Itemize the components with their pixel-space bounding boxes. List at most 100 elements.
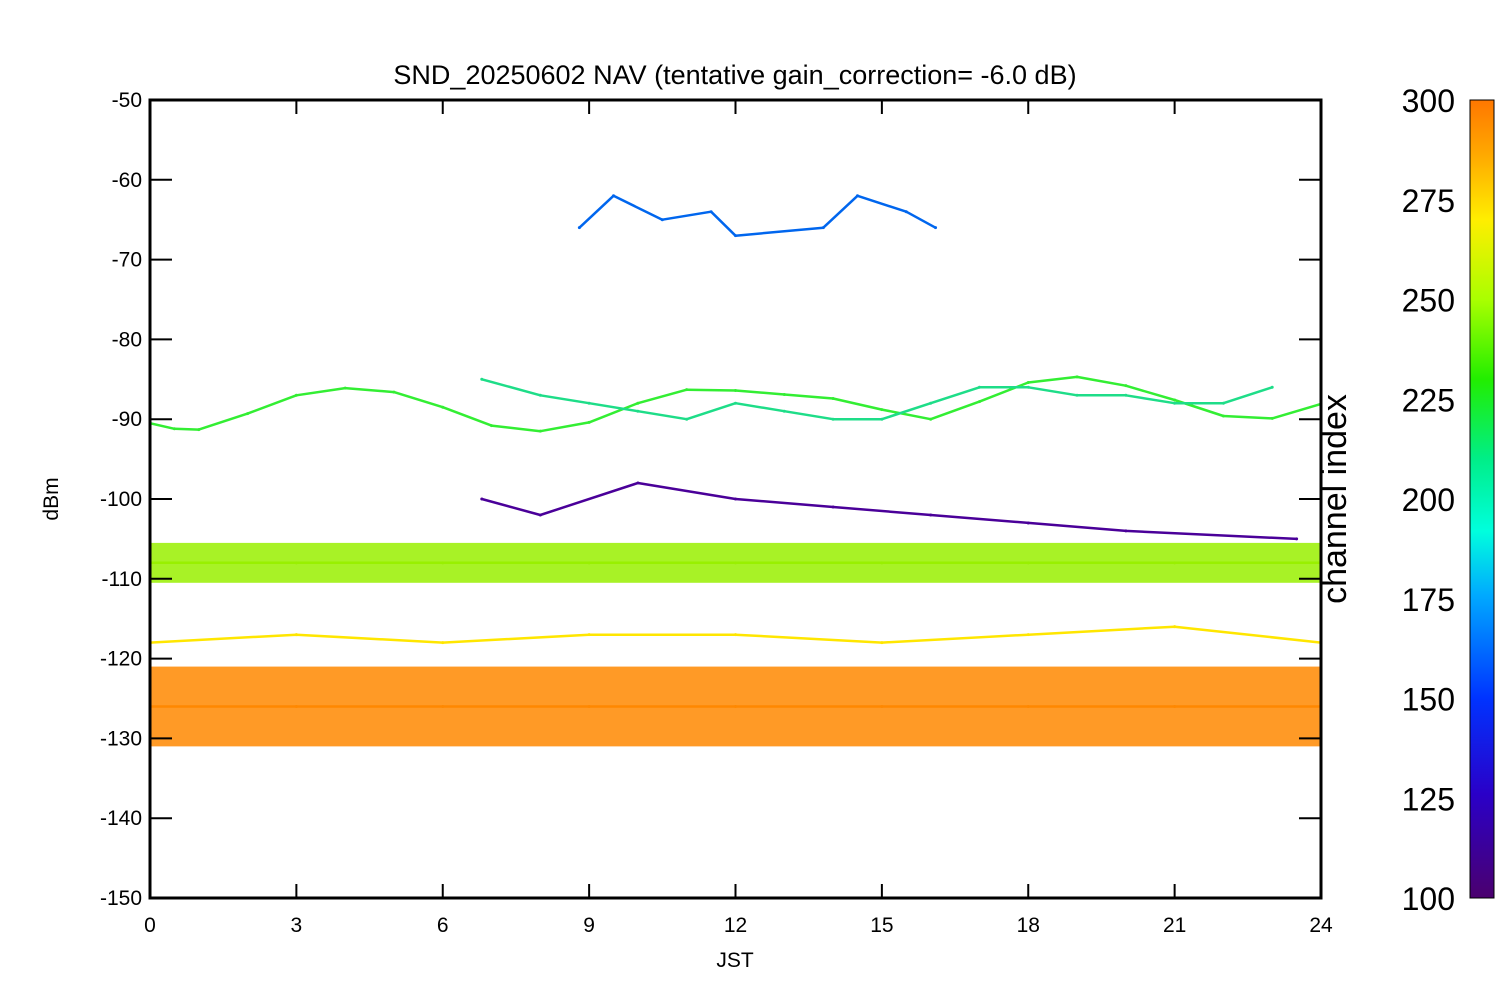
data-point: [343, 386, 347, 390]
data-point: [880, 417, 884, 421]
data-point: [734, 633, 737, 637]
data-point: [587, 401, 591, 405]
data-point: [1026, 561, 1030, 565]
chart-title: SND_20250602 NAV (tentative gain_correct…: [393, 60, 1076, 90]
x-axis-label: JST: [716, 949, 754, 972]
colorbar-tick-label: 275: [1402, 183, 1455, 219]
data-point: [538, 393, 542, 397]
data-point: [294, 704, 298, 708]
data-point: [197, 428, 201, 432]
data-point: [734, 234, 737, 238]
data-point: [172, 427, 176, 431]
colorbar-tick-label: 250: [1402, 283, 1455, 319]
series-4: [480, 377, 1274, 421]
y-tick-label: -140: [100, 807, 142, 830]
data-point: [1026, 385, 1030, 389]
data-point: [734, 704, 737, 708]
data-point: [734, 388, 737, 392]
colorbar-tick-label: 175: [1402, 582, 1455, 618]
data-point: [1124, 529, 1128, 533]
data-point: [929, 417, 933, 421]
data-point: [660, 218, 664, 222]
data-point: [392, 390, 396, 394]
data-point: [1173, 625, 1177, 629]
data-point: [1173, 398, 1177, 402]
data-point: [880, 408, 884, 412]
data-point: [246, 412, 250, 416]
series-5: [577, 194, 938, 238]
data-point: [977, 385, 981, 389]
colorbar-ticks: 300 275 250 225 200 175 150 125 100: [1402, 83, 1455, 917]
series-line: [481, 378, 1273, 421]
x-tick-label: 3: [291, 914, 303, 937]
data-point: [734, 401, 737, 405]
y-tick-label: -90: [112, 408, 142, 431]
y-tick-label: -60: [112, 169, 142, 192]
data-point: [612, 194, 616, 198]
data-point: [880, 641, 884, 645]
colorbar: 300 275 250 225 200 175 150 125 100 channel inde…: [1316, 83, 1495, 917]
data-point: [1026, 521, 1030, 525]
data-point: [685, 417, 689, 421]
data-point: [480, 497, 484, 501]
series-line: [150, 375, 1321, 433]
data-point: [831, 417, 835, 421]
data-point: [934, 226, 938, 230]
data-point: [831, 396, 835, 400]
x-tick-label: 6: [437, 914, 449, 937]
data-point: [1295, 537, 1299, 541]
x-tick-label: 15: [870, 914, 893, 937]
data-point: [1270, 385, 1274, 389]
data-point: [880, 704, 884, 708]
data-point: [538, 513, 542, 517]
x-tick-label: 24: [1309, 914, 1333, 937]
data-point: [821, 226, 825, 230]
data-point: [1026, 380, 1030, 384]
data-point: [490, 424, 494, 428]
data-point: [855, 194, 859, 198]
colorbar-tick-label: 150: [1402, 682, 1455, 718]
data-point: [441, 704, 445, 708]
colorbar-tick-label: 125: [1402, 781, 1455, 817]
x-axis: 0 3 6 9 12 15 18 21 24: [144, 100, 1333, 937]
data-point: [1075, 375, 1079, 379]
y-tick-label: -110: [102, 568, 142, 591]
series-6: [480, 481, 1299, 541]
y-tick-label: -70: [112, 249, 142, 272]
x-tick-label: 0: [144, 914, 156, 937]
data-point: [480, 377, 484, 381]
data-point: [782, 392, 786, 396]
series-line: [481, 481, 1297, 541]
data-point: [1173, 401, 1177, 405]
colorbar-tick-label: 200: [1402, 482, 1455, 518]
data-point: [577, 226, 581, 230]
data-point: [782, 409, 786, 413]
x-tick-label: 21: [1163, 914, 1186, 937]
data-point: [294, 393, 298, 397]
data-point: [587, 420, 591, 424]
data-point: [636, 401, 640, 405]
data-point: [1221, 414, 1225, 418]
y-tick-label: -50: [112, 89, 142, 112]
y-tick-label: -150: [100, 887, 142, 910]
data-point: [441, 405, 445, 409]
data-point: [831, 505, 835, 509]
data-point: [636, 409, 640, 413]
data-point: [294, 633, 298, 637]
y-axis-label: dBm: [40, 477, 63, 520]
data-point: [685, 388, 689, 392]
y-tick-label: -80: [112, 328, 142, 351]
data-point: [929, 401, 933, 405]
data-point: [1173, 561, 1177, 565]
data-point: [1173, 704, 1177, 708]
series-2: [150, 542, 1321, 583]
series-line: [578, 194, 937, 237]
data-point: [1124, 384, 1128, 388]
series-3: [150, 375, 1321, 433]
data-point: [441, 641, 445, 645]
data-point: [709, 210, 713, 214]
y-tick-label: -120: [100, 648, 142, 671]
y-tick-label: -130: [100, 727, 142, 750]
plot-area: [150, 194, 1321, 747]
